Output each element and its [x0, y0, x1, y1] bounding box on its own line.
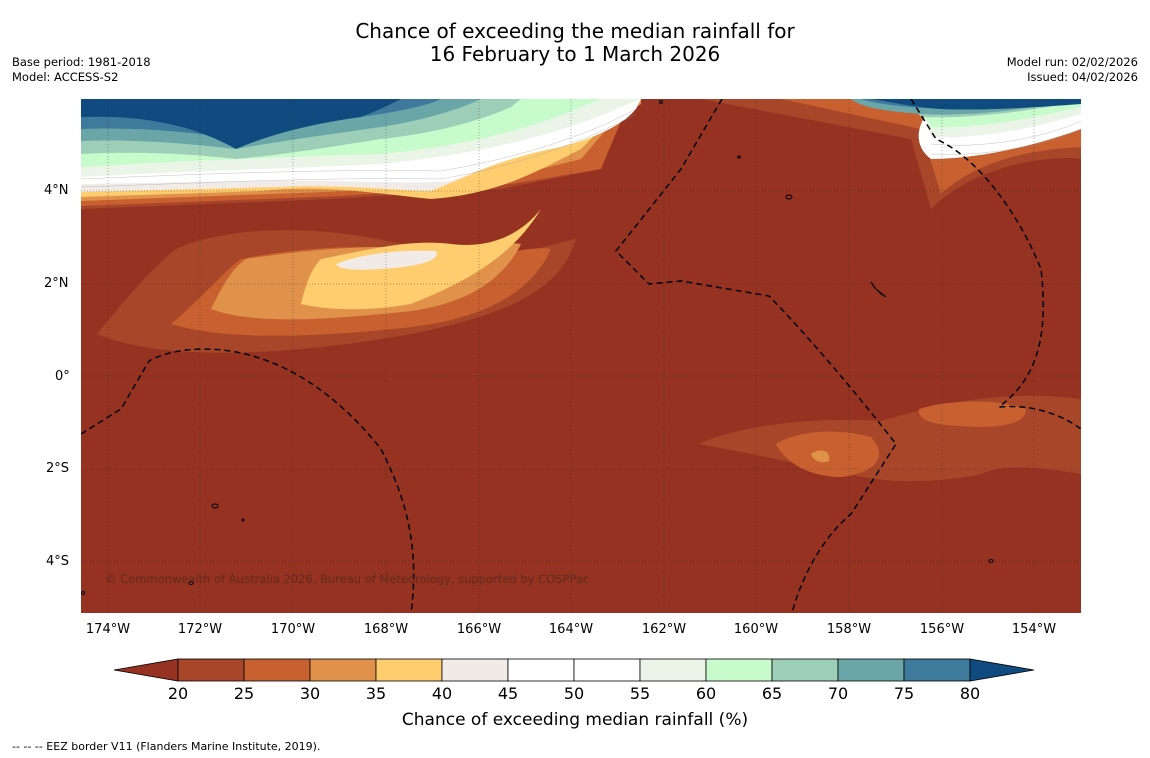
colorbar-segment: [507, 658, 575, 682]
eez-borders: [81, 99, 1081, 613]
lat-label-4s: 4°S: [46, 554, 70, 569]
eez-border-central: [614, 99, 897, 613]
lat-label-0: 0°: [55, 369, 70, 384]
island: [870, 281, 887, 298]
colorbar-over-arrow: [969, 658, 1035, 682]
map-title-line1: Chance of exceeding the median rainfall …: [355, 19, 795, 43]
colorbar-tick-label: 55: [629, 684, 651, 703]
eez-footnote: -- -- -- EEZ border V11 (Flanders Marine…: [12, 740, 321, 753]
model-name: Model: ACCESS-S2: [12, 70, 119, 84]
island: [988, 559, 994, 563]
colorbar-segment: [375, 658, 443, 682]
lon-label-158w: 158°W: [826, 622, 872, 637]
copyright-notice: © Commonwealth of Australia 2026, Bureau…: [105, 572, 590, 586]
eez-border-east: [910, 99, 1081, 430]
colorbar-tick-label: 40: [431, 684, 453, 703]
colorbar-tick-label: 70: [827, 684, 849, 703]
colorbar-title: Chance of exceeding median rainfall (%): [401, 710, 749, 730]
lon-label-170w: 170°W: [270, 622, 316, 637]
island: [211, 503, 219, 509]
island: [785, 194, 793, 200]
colorbar-tick-label: 35: [365, 684, 387, 703]
colorbar-segment: [903, 658, 971, 682]
colorbar-tick-label: 20: [167, 684, 189, 703]
lon-label-154w: 154°W: [1011, 622, 1057, 637]
island: [659, 100, 663, 104]
meta-left: Base period: 1981-2018 Model: ACCESS-S2: [12, 55, 151, 85]
band-30-35-se: [811, 450, 830, 463]
colorbar-segment: [243, 658, 311, 682]
lat-label-2s: 2°S: [46, 461, 70, 476]
colorbar-tick-label: 60: [695, 684, 717, 703]
island: [81, 591, 85, 595]
issued-date: Issued: 04/02/2026: [1027, 70, 1138, 84]
island: [241, 518, 245, 522]
lon-label-166w: 166°W: [456, 622, 502, 637]
lon-label-174w: 174°W: [85, 622, 131, 637]
lat-label-2n: 2°N: [44, 276, 69, 291]
island: [737, 155, 741, 159]
lon-label-168w: 168°W: [363, 622, 409, 637]
colorbar-tick-label: 65: [761, 684, 783, 703]
colorbar-segment: [771, 658, 839, 682]
islands: [81, 100, 994, 595]
contour-line: [81, 113, 637, 188]
model-run: Model run: 02/02/2026: [1006, 55, 1138, 69]
lon-label-156w: 156°W: [919, 622, 965, 637]
colorbar-tick-label: 30: [299, 684, 321, 703]
colorbar-segment: [705, 658, 773, 682]
map-svg: [81, 99, 1081, 613]
colorbar-tick-label: 50: [563, 684, 585, 703]
lon-label-160w: 160°W: [733, 622, 779, 637]
island: [188, 581, 194, 585]
contour-line: [81, 108, 637, 180]
colorbar-segment: [441, 658, 509, 682]
base-period: Base period: 1981-2018: [12, 55, 151, 69]
colorbar-under-arrow: [114, 658, 179, 682]
lat-label-4n: 4°N: [44, 183, 69, 198]
contour-line: [930, 128, 1081, 155]
colorbar-segment: [639, 658, 707, 682]
rainfall-map: [81, 99, 1081, 613]
colorbar-segment: [309, 658, 377, 682]
colorbar: [114, 658, 1035, 682]
colorbar-segment: [177, 658, 245, 682]
colorbar-tick-label: 45: [497, 684, 519, 703]
lon-label-162w: 162°W: [641, 622, 687, 637]
lon-label-164w: 164°W: [548, 622, 594, 637]
band-above-80-ne: [871, 99, 1081, 110]
band-above-80: [81, 99, 401, 149]
map-title-line2: 16 February to 1 March 2026: [429, 42, 721, 66]
colorbar-segment: [837, 658, 905, 682]
colorbar-tick-label: 80: [959, 684, 981, 703]
band-25-30-se2: [918, 401, 1026, 427]
colorbar-tick-label: 25: [233, 684, 255, 703]
meta-right: Model run: 02/02/2026 Issued: 04/02/2026: [1007, 55, 1138, 85]
lon-label-172w: 172°W: [177, 622, 223, 637]
colorbar-segment: [573, 658, 641, 682]
colorbar-tick-label: 75: [893, 684, 915, 703]
